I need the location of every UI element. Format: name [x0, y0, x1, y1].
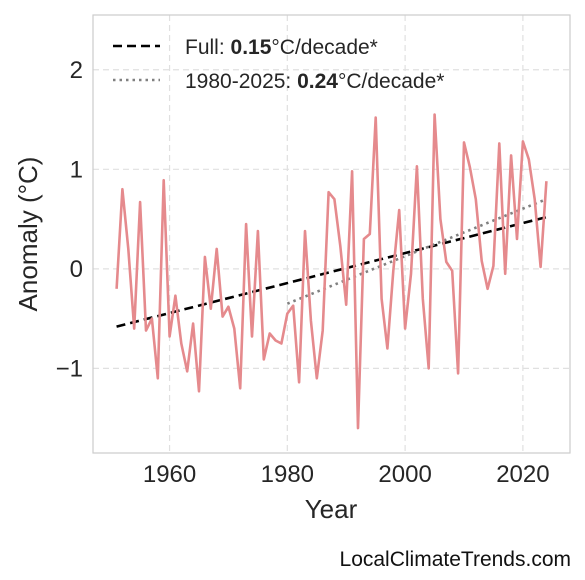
y-tick-labels: −1 0 1 2 — [56, 57, 83, 383]
plot-frame — [92, 14, 571, 454]
trend-line-recent — [286, 197, 547, 305]
x-tick-label: 1960 — [143, 461, 196, 488]
legend: Full: 0.15°C/decade* 1980-2025: 0.24°C/d… — [113, 36, 444, 93]
y-tick-label: −1 — [56, 355, 83, 382]
x-tick-label: 1980 — [261, 461, 314, 488]
x-axis-label: Year — [305, 494, 358, 524]
x-tick-labels: 1960 1980 2000 2020 — [143, 461, 550, 488]
trend-line-full — [116, 215, 547, 328]
trend-lines — [116, 197, 547, 328]
y-axis-label: Anomaly (°C) — [13, 157, 43, 312]
x-tick-label: 2000 — [378, 461, 431, 488]
y-tick-label: 2 — [70, 57, 83, 84]
legend-label-recent: 1980-2025: 0.24°C/decade* — [185, 70, 444, 93]
y-tick-label: 1 — [70, 156, 83, 183]
x-tick-label: 2020 — [496, 461, 549, 488]
series-line-anomaly — [115, 113, 548, 430]
grid — [93, 15, 570, 453]
footer-site-name: LocalClimateTrends.com — [339, 548, 571, 571]
legend-label-full: Full: 0.15°C/decade* — [185, 36, 378, 59]
y-tick-label: 0 — [70, 256, 83, 283]
